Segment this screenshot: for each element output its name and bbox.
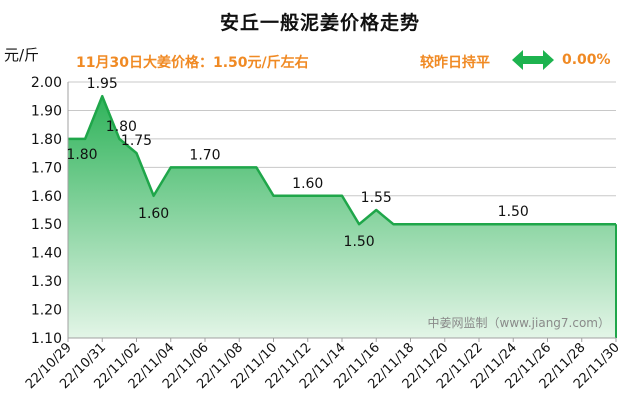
y-tick-label: 1.30 (31, 274, 62, 290)
change-percent: 0.00% (562, 52, 611, 68)
data-label: 1.50 (498, 204, 529, 220)
y-tick-label: 1.70 (31, 160, 62, 176)
y-tick-label: 1.10 (31, 331, 62, 347)
data-label: 1.60 (292, 176, 323, 192)
data-label: 1.95 (87, 76, 118, 92)
y-tick-label: 1.20 (31, 303, 62, 319)
area-series (68, 94, 617, 338)
data-label: 1.75 (121, 133, 152, 149)
y-tick-label: 2.00 (31, 75, 62, 91)
x-tick-labels: 22/10/2922/10/3122/11/0222/11/0422/11/06… (23, 340, 623, 392)
area-fill (68, 96, 616, 338)
data-labels: 1.801.951.801.751.601.701.601.501.551.50 (66, 76, 528, 250)
price-headline: 11月30日大姜价格：1.50元/斤左右 (76, 55, 309, 71)
data-label: 1.50 (344, 234, 375, 250)
y-axis-unit: 元/斤 (4, 46, 40, 64)
y-tick-label: 1.80 (31, 132, 62, 148)
data-label: 1.80 (106, 119, 137, 135)
change-status: 较昨日持平 (420, 55, 490, 71)
data-label: 1.60 (138, 206, 169, 222)
data-label: 1.70 (189, 147, 220, 163)
y-tick-label: 1.40 (31, 246, 62, 262)
data-label: 1.55 (361, 190, 392, 206)
double-arrow-icon (512, 50, 554, 70)
price-line (68, 94, 616, 226)
y-tick-label: 1.60 (31, 189, 62, 205)
data-label: 1.80 (66, 147, 97, 163)
watermark: 中姜网监制（www.jiang7.com） (428, 315, 610, 330)
y-tick-label: 1.90 (31, 103, 62, 119)
y-tick-label: 1.50 (31, 217, 62, 233)
y-tick-labels: 1.10 1.20 1.30 1.40 1.50 1.60 1.70 1.80 1.90 2.00 (31, 75, 62, 347)
chart-title: 安丘一般泥姜价格走势 (219, 12, 420, 34)
axes (67, 82, 617, 342)
